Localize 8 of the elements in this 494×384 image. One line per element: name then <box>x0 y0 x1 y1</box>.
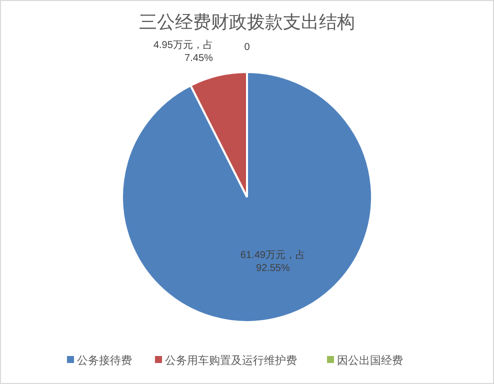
data-label: 4.95万元，占 7.45% <box>153 39 214 64</box>
text: 0 <box>244 42 250 53</box>
legend-label: 因公出国经费 <box>337 354 403 367</box>
legend-label: 公务用车购置及运行维护费 <box>165 354 297 367</box>
data-label: 61.49万元，占 92.55% <box>240 248 306 274</box>
legend-label: 公务接待费 <box>77 354 132 367</box>
chart-title: 三公经费财政拨款支出结构 <box>139 12 355 32</box>
pie-slice <box>121 71 373 323</box>
